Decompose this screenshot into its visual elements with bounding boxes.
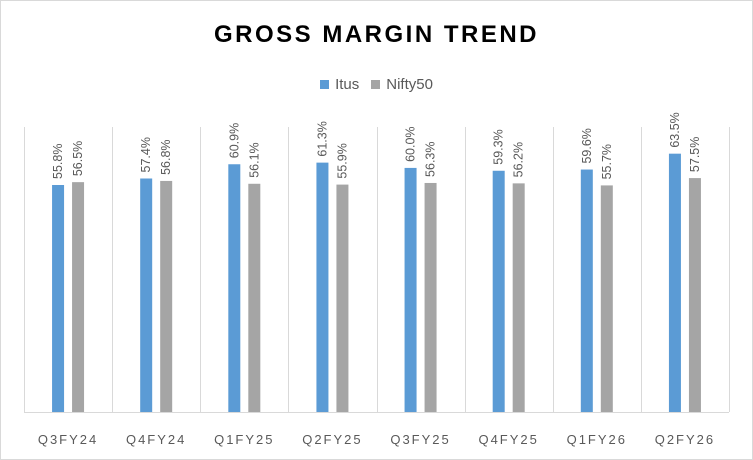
data-label-itus-q2fy25: 61.3% xyxy=(315,121,329,156)
bar-nifty50-q4fy24 xyxy=(160,180,173,412)
bar-itus-q4fy24 xyxy=(140,178,153,412)
bar-nifty50-q4fy25 xyxy=(512,183,525,412)
bar-nifty50-q3fy24 xyxy=(72,182,85,412)
data-label-itus-q2fy26: 63.5% xyxy=(668,112,682,147)
legend: Itus Nifty50 xyxy=(1,76,752,93)
data-label-itus-q3fy24: 55.8% xyxy=(51,144,65,179)
data-label-nifty50-q4fy24: 56.8% xyxy=(159,139,173,174)
legend-swatch-nifty50 xyxy=(371,80,381,89)
bar-itus-q3fy25 xyxy=(404,167,417,412)
bar-itus-q2fy26 xyxy=(668,153,681,412)
bar-nifty50-q1fy26 xyxy=(600,185,613,412)
bar-itus-q1fy25 xyxy=(228,164,241,412)
x-tick-label: Q1FY25 xyxy=(214,432,274,447)
bar-itus-q1fy26 xyxy=(580,169,593,412)
legend-item-itus: Itus xyxy=(320,76,359,93)
data-label-itus-q1fy25: 60.9% xyxy=(227,123,241,158)
data-label-nifty50-q3fy24: 56.5% xyxy=(71,141,85,176)
x-tick-label: Q2FY26 xyxy=(655,432,715,447)
x-tick-label: Q3FY25 xyxy=(390,432,450,447)
legend-label-itus: Itus xyxy=(335,76,360,93)
data-label-nifty50-q1fy25: 56.1% xyxy=(247,142,261,177)
x-tick-label: Q4FY24 xyxy=(126,432,186,447)
bar-nifty50-q3fy25 xyxy=(424,182,437,412)
bar-itus-q4fy25 xyxy=(492,170,505,412)
data-label-nifty50-q1fy26: 55.7% xyxy=(600,144,614,179)
data-label-nifty50-q2fy26: 57.5% xyxy=(688,137,702,172)
bar-itus-q3fy24 xyxy=(52,185,65,412)
data-label-nifty50-q4fy25: 56.2% xyxy=(512,142,526,177)
data-label-itus-q1fy26: 59.6% xyxy=(580,128,594,163)
data-label-itus-q4fy25: 59.3% xyxy=(492,129,506,164)
x-tick-label: Q1FY26 xyxy=(567,432,627,447)
legend-item-nifty50: Nifty50 xyxy=(371,76,433,93)
chart-title: GROSS MARGIN TREND xyxy=(213,21,539,48)
x-tick-label: Q3FY24 xyxy=(38,432,98,447)
data-label-nifty50-q2fy25: 55.9% xyxy=(335,143,349,178)
legend-label-nifty50: Nifty50 xyxy=(386,76,433,93)
data-label-nifty50-q3fy25: 56.3% xyxy=(424,142,438,177)
bar-nifty50-q2fy25 xyxy=(336,184,349,412)
bar-itus-q2fy25 xyxy=(316,162,329,412)
legend-swatch-itus xyxy=(320,80,330,89)
data-label-itus-q3fy25: 60.0% xyxy=(404,126,418,161)
bar-nifty50-q2fy26 xyxy=(688,178,701,412)
x-tick-label: Q4FY25 xyxy=(478,432,538,447)
data-label-itus-q4fy24: 57.4% xyxy=(139,137,153,172)
bar-nifty50-q1fy25 xyxy=(248,183,261,412)
x-tick-label: Q2FY25 xyxy=(302,432,362,447)
